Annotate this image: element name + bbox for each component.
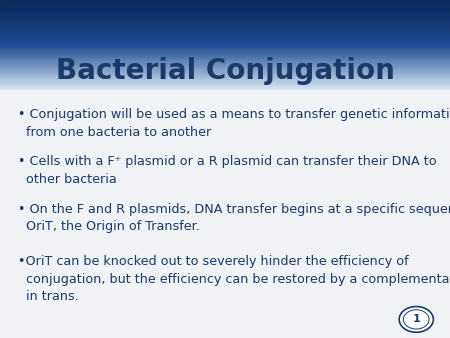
- Bar: [0, 31, 450, 32]
- Bar: [0, 32, 450, 33]
- Bar: [0, 52, 450, 54]
- Text: • Cells with a F⁺ plasmid or a R plasmid can transfer their DNA to
  other bacte: • Cells with a F⁺ plasmid or a R plasmid…: [18, 155, 436, 186]
- Bar: [0, 3, 450, 4]
- Bar: [0, 46, 450, 47]
- Bar: [0, 1, 450, 2]
- Bar: [0, 38, 450, 39]
- Bar: [0, 83, 450, 85]
- Bar: [0, 48, 450, 49]
- Bar: [0, 90, 450, 338]
- Bar: [0, 74, 450, 75]
- Text: • On the F and R plasmids, DNA transfer begins at a specific sequence,
  OriT, t: • On the F and R plasmids, DNA transfer …: [18, 203, 450, 233]
- Bar: [0, 15, 450, 17]
- Bar: [0, 12, 450, 14]
- Bar: [0, 41, 450, 43]
- Bar: [0, 24, 450, 26]
- Bar: [0, 7, 450, 9]
- Bar: [0, 68, 450, 69]
- Bar: [0, 79, 450, 81]
- Bar: [0, 78, 450, 79]
- Bar: [0, 21, 450, 22]
- Bar: [0, 82, 450, 84]
- Bar: [0, 70, 450, 72]
- Bar: [0, 13, 450, 15]
- Bar: [0, 34, 450, 36]
- Bar: [0, 72, 450, 74]
- Bar: [0, 29, 450, 30]
- Bar: [0, 10, 450, 11]
- Bar: [0, 67, 450, 68]
- Bar: [0, 59, 450, 61]
- Bar: [0, 35, 450, 37]
- Bar: [0, 77, 450, 78]
- Bar: [0, 14, 450, 16]
- Bar: [0, 50, 450, 51]
- Bar: [0, 25, 450, 27]
- Bar: [0, 40, 450, 42]
- Bar: [0, 33, 450, 35]
- Bar: [0, 76, 450, 77]
- Bar: [0, 86, 450, 87]
- Bar: [0, 4, 450, 6]
- Bar: [0, 57, 450, 58]
- Text: •OriT can be knocked out to severely hinder the efficiency of
  conjugation, but: •OriT can be knocked out to severely hin…: [18, 255, 450, 303]
- Bar: [0, 71, 450, 73]
- Bar: [0, 42, 450, 44]
- Bar: [0, 43, 450, 45]
- Bar: [0, 62, 450, 64]
- Bar: [0, 5, 450, 7]
- Text: Bacterial Conjugation: Bacterial Conjugation: [55, 57, 395, 85]
- Bar: [0, 56, 450, 57]
- Bar: [0, 8, 450, 10]
- Bar: [0, 58, 450, 59]
- Bar: [0, 80, 450, 82]
- Bar: [0, 45, 450, 46]
- Bar: [0, 66, 450, 67]
- Bar: [0, 60, 450, 62]
- Bar: [0, 47, 450, 48]
- Bar: [0, 87, 450, 89]
- Bar: [0, 30, 450, 31]
- Bar: [0, 88, 450, 90]
- Bar: [0, 49, 450, 50]
- Bar: [0, 18, 450, 19]
- Bar: [0, 61, 450, 63]
- Bar: [0, 51, 450, 53]
- Bar: [0, 6, 450, 8]
- Bar: [0, 65, 450, 66]
- Bar: [0, 54, 450, 56]
- Bar: [0, 19, 450, 20]
- Bar: [0, 0, 450, 1]
- Bar: [0, 20, 450, 21]
- Circle shape: [399, 307, 433, 332]
- Bar: [0, 53, 450, 55]
- Bar: [0, 28, 450, 29]
- Bar: [0, 69, 450, 71]
- Bar: [0, 85, 450, 86]
- Text: 1: 1: [412, 314, 420, 324]
- Bar: [0, 23, 450, 25]
- Bar: [0, 39, 450, 40]
- Bar: [0, 2, 450, 3]
- Bar: [0, 81, 450, 83]
- Bar: [0, 17, 450, 18]
- Bar: [0, 11, 450, 12]
- Bar: [0, 37, 450, 38]
- Text: • Conjugation will be used as a means to transfer genetic information
  from one: • Conjugation will be used as a means to…: [18, 108, 450, 139]
- Bar: [0, 26, 450, 28]
- Bar: [0, 75, 450, 76]
- Bar: [0, 64, 450, 65]
- Bar: [0, 22, 450, 24]
